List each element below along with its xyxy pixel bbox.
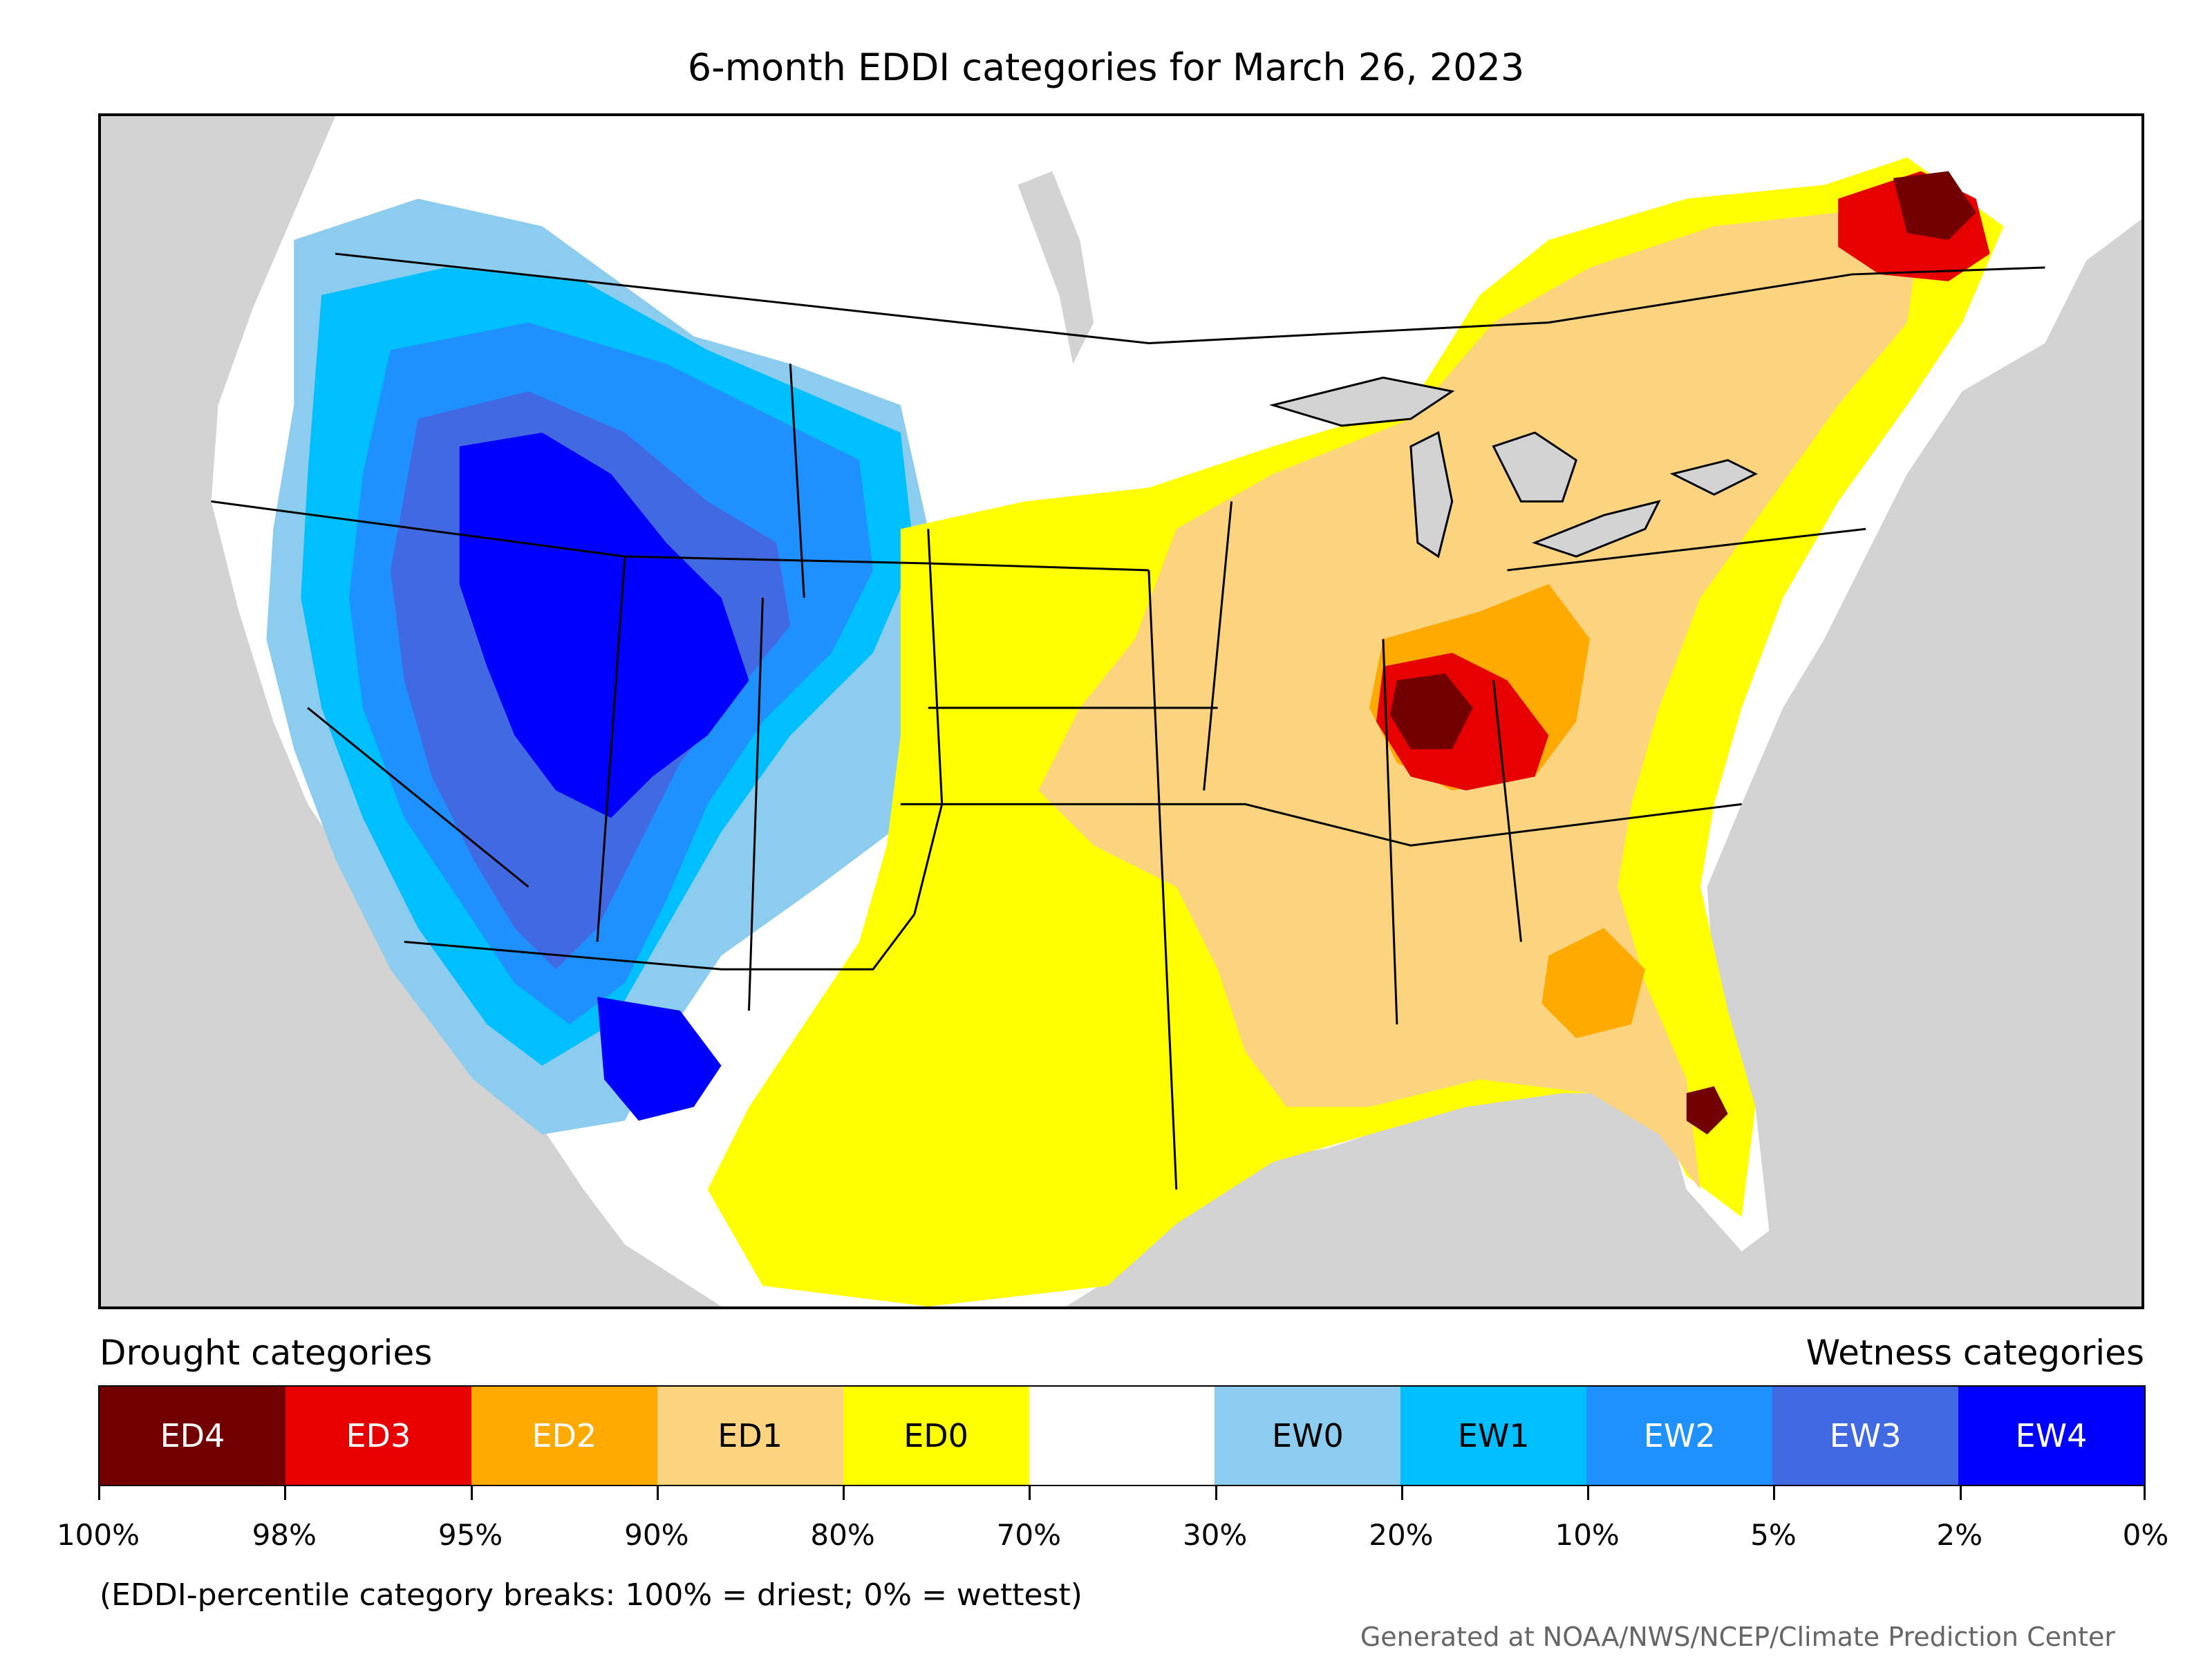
pacific-ocean <box>101 116 722 1306</box>
wetness-categories-label: Wetness categories <box>1806 1333 2144 1373</box>
colorbar-tick-label: 0% <box>2122 1518 2169 1552</box>
colorbar-segment-ew1: EW1 <box>1400 1387 1587 1485</box>
colorbar-tick-label: 90% <box>624 1518 689 1552</box>
colorbar-tick <box>1587 1486 1590 1500</box>
colorbar-tick <box>656 1486 659 1500</box>
state-borders <box>211 252 2045 1190</box>
colorbar-tick-label: 98% <box>252 1518 317 1552</box>
category-colorbar: ED4 ED3 ED2 ED1 ED0 EW0 EW1 EW2 EW3 EW4 <box>98 1385 2146 1486</box>
colorbar-tick-labels: 100% 98% 95% 90% 80% 70% 30% 20% 10% 5% 2% 0% <box>57 1518 2168 1559</box>
ed4-region-ohio-valley <box>1389 673 1473 749</box>
colorbar-tick <box>470 1486 473 1500</box>
hudson-bay <box>1018 171 1094 364</box>
ed4-region-florida <box>1686 1086 1728 1135</box>
colorbar-tick <box>1959 1486 1962 1500</box>
ew4-region <box>459 432 749 818</box>
eddi-map <box>101 116 2141 1306</box>
colorbar-segment-ew2: EW2 <box>1586 1387 1773 1485</box>
colorbar-tick <box>1773 1486 1776 1500</box>
colorbar-tick-label: 80% <box>810 1518 875 1552</box>
drought-categories-label: Drought categories <box>100 1333 433 1373</box>
colorbar-segment-ed3: ED3 <box>285 1387 471 1485</box>
colorbar-segment-ed4: ED4 <box>100 1387 285 1485</box>
gulf-of-mexico <box>1066 219 2141 1306</box>
ew4-region-southwest <box>597 997 722 1121</box>
colorbar-segment-ed1: ED1 <box>657 1387 843 1485</box>
colorbar-tick-label: 95% <box>438 1518 503 1552</box>
colorbar-segment-ew4: EW4 <box>1958 1387 2144 1485</box>
colorbar-tick <box>284 1486 287 1500</box>
colorbar-tick <box>1400 1486 1403 1500</box>
colorbar-tick <box>1029 1486 1031 1500</box>
colorbar-tick-label: 2% <box>1936 1518 1983 1552</box>
colorbar-tick-label: 10% <box>1555 1518 1620 1552</box>
colorbar-tick-label: 5% <box>1750 1518 1797 1552</box>
colorbar-segment-ew0: EW0 <box>1215 1387 1401 1485</box>
colorbar-tick-label: 20% <box>1369 1518 1434 1552</box>
credit-line: Generated at NOAA/NWS/NCEP/Climate Predi… <box>1360 1622 2115 1652</box>
colorbar-tick <box>1215 1486 1217 1500</box>
ed2-region-southeast <box>1541 928 1645 1038</box>
map-title: 6-month EDDI categories for March 26, 20… <box>687 46 1525 89</box>
colorbar-segment-ed0: ED0 <box>843 1387 1029 1485</box>
colorbar-tick <box>2144 1486 2146 1500</box>
great-lakes <box>1268 376 1758 559</box>
colorbar-ticks <box>98 1486 2146 1500</box>
colorbar-tick <box>843 1486 845 1500</box>
colorbar-tick <box>98 1486 100 1500</box>
colorbar-tick-label: 30% <box>1182 1518 1248 1552</box>
category-breaks-note: (EDDI-percentile category breaks: 100% =… <box>100 1577 1082 1613</box>
colorbar-segment-normal <box>1029 1387 1215 1485</box>
map-panel <box>98 113 2144 1309</box>
colorbar-segment-ed2: ED2 <box>471 1387 657 1485</box>
colorbar-tick-label: 70% <box>996 1518 1062 1552</box>
ed4-region-northeast <box>1893 171 1976 241</box>
colorbar-segment-ew3: EW3 <box>1772 1387 1959 1485</box>
colorbar-tick-label: 100% <box>56 1518 140 1552</box>
